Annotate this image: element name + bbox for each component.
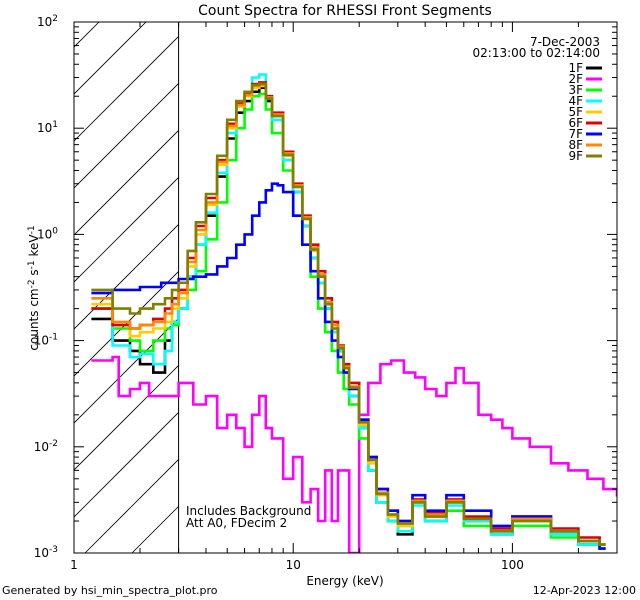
y-tick-label: 10-3 — [34, 545, 58, 560]
hatch-line — [367, 0, 640, 553]
series-group — [91, 73, 617, 553]
annotation-background: Includes Background — [186, 504, 311, 518]
legend-label-5F: 5F — [568, 105, 583, 119]
hatch-line — [84, 458, 179, 553]
axis-ticks: 1 10 100 10-3 10-2 10-1 100 101 102 — [34, 14, 617, 572]
hatch-line — [74, 411, 179, 518]
hatch-line — [131, 505, 179, 553]
series-line-7F — [91, 182, 606, 550]
x-tick-label: 100 — [501, 558, 524, 572]
hatch-line — [74, 364, 179, 471]
hatch-line — [0, 0, 121, 553]
y-label-exp-b: -2 — [27, 279, 37, 288]
hatch-line — [74, 22, 100, 48]
hatch-line — [74, 223, 179, 330]
x-tick-label: 1 — [70, 558, 78, 572]
hatch-line — [414, 0, 640, 553]
footer-generated-by: Generated by hsi_min_spectra_plot.pro — [2, 584, 218, 597]
legend-label-1F: 1F — [568, 61, 583, 75]
footer-timestamp: 12-Apr-2023 12:00 — [533, 584, 636, 597]
y-label-part-a: counts cm — [27, 288, 41, 350]
hatch-line — [74, 22, 147, 95]
legend-time-range: 02:13:00 to 02:14:00 — [473, 46, 600, 60]
x-axis-label: Energy (keV) — [306, 574, 383, 588]
y-tick-label: 100 — [37, 226, 58, 241]
plot-frame — [73, 21, 618, 554]
hatch-line — [74, 317, 179, 424]
series-line-8F — [91, 82, 606, 546]
y-tick-label: 102 — [37, 14, 58, 29]
legend-date: 7-Dec-2003 — [530, 35, 600, 49]
hatch-line — [74, 176, 179, 283]
series-line-4F — [91, 73, 606, 550]
legend-label-3F: 3F — [568, 83, 583, 97]
y-tick-label: 101 — [37, 120, 58, 135]
chart-title: Count Spectra for RHESSI Front Segments — [198, 3, 492, 19]
legend-label-6F: 6F — [568, 116, 583, 130]
series-line-2F — [91, 355, 617, 553]
legend-label-7F: 7F — [568, 127, 583, 141]
y-label-part-c: s — [27, 269, 41, 279]
y-label-part-e: keV — [27, 234, 41, 261]
legend-label-8F: 8F — [568, 138, 583, 152]
legend-label-9F: 9F — [568, 149, 583, 163]
annotation-attenuator: Att A0, FDecim 2 — [186, 516, 287, 530]
series-line-6F — [91, 81, 606, 546]
x-tick-label: 10 — [286, 558, 301, 572]
hatch-line — [74, 35, 179, 142]
y-label-exp-d: -1 — [27, 260, 37, 269]
y-tick-label: 10-1 — [34, 333, 58, 348]
y-axis-label: counts cm-2 s-1 keV-1 — [27, 225, 41, 350]
series-line-9F — [91, 82, 606, 546]
legend-label-4F: 4F — [568, 94, 583, 108]
y-label-exp-f: -1 — [27, 225, 37, 234]
hatch-line — [602, 0, 640, 553]
y-tick-label: 10-2 — [34, 439, 58, 454]
legend-label-2F: 2F — [568, 72, 583, 86]
